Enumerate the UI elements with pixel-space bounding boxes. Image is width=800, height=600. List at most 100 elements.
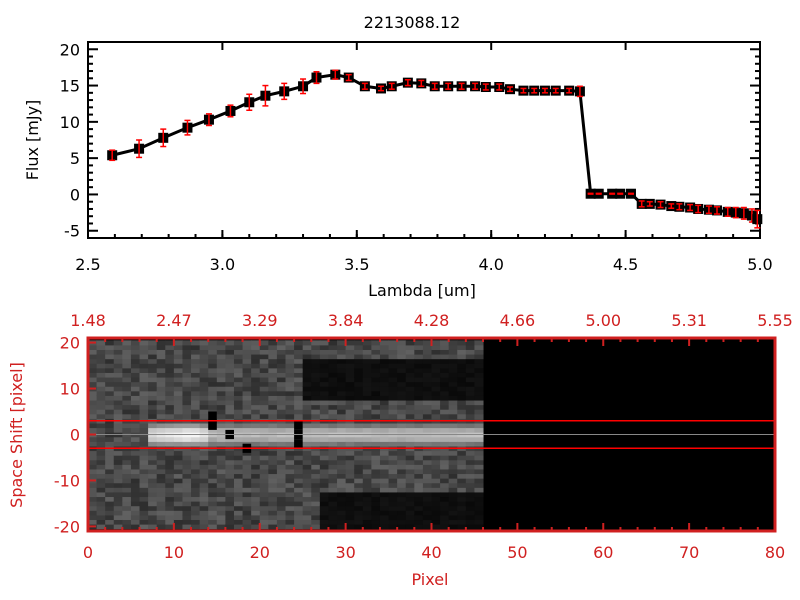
image-cell (165, 505, 175, 511)
image-cell (113, 505, 123, 511)
image-cell (285, 344, 295, 350)
image-cell (474, 344, 484, 350)
image-cell (465, 436, 475, 442)
chart-title: 2213088.12 (364, 13, 461, 32)
image-cell (88, 501, 98, 507)
image-cell (130, 441, 141, 447)
image-cell (259, 363, 269, 369)
image-cell (405, 413, 415, 419)
image-cell (474, 395, 484, 401)
image-cell (173, 349, 183, 355)
image-cell (431, 409, 441, 415)
image-cell (96, 349, 106, 355)
image-cell (431, 519, 441, 525)
image-cell (431, 340, 441, 346)
image-cell (122, 501, 132, 507)
image-cell (354, 510, 364, 516)
image-cell (105, 358, 115, 364)
image-cell (440, 381, 450, 387)
image-cell (173, 427, 183, 433)
image-cell (319, 340, 329, 346)
image-cell (88, 381, 98, 387)
image-cell (414, 349, 424, 355)
image-cell (208, 354, 218, 360)
image-cell (251, 423, 261, 429)
image-cell (474, 358, 484, 364)
image-cell (199, 496, 209, 502)
image-cell (173, 423, 183, 429)
image-cell (122, 354, 132, 360)
image-cell (388, 455, 398, 461)
image-cell (354, 377, 364, 383)
image-cell (233, 455, 244, 461)
image-cell (388, 404, 398, 410)
image-cell (191, 367, 201, 373)
image-cell (354, 501, 364, 507)
image-cell (285, 390, 295, 396)
image-cell (173, 386, 183, 392)
image-cell (96, 400, 106, 406)
image-cell (191, 400, 201, 406)
image-cell (139, 372, 149, 378)
image-cell (251, 473, 261, 479)
image-cell (397, 404, 407, 410)
image-cell (216, 363, 226, 369)
image-cell (285, 473, 295, 479)
image-cell (216, 381, 226, 387)
image-cell (311, 491, 321, 498)
bottom-x-axis-label: Pixel (411, 570, 448, 589)
image-cell (440, 423, 450, 429)
image-cell (182, 395, 192, 401)
image-cell (148, 377, 158, 383)
image-cell (414, 473, 424, 479)
image-cell (276, 381, 287, 387)
image-cell (328, 501, 338, 507)
image-cell (233, 473, 244, 479)
top-wavelength-tick-label: 1.48 (70, 311, 106, 330)
image-cell (199, 372, 209, 378)
image-cell (165, 372, 175, 378)
image-cell (173, 473, 183, 479)
image-cell (139, 409, 149, 415)
image-cell (397, 478, 407, 484)
image-cell (405, 464, 415, 470)
image-cell (319, 491, 329, 498)
image-cell (337, 459, 347, 465)
image-cell (182, 349, 192, 355)
image-cell (397, 436, 407, 442)
image-cell (156, 427, 166, 433)
image-cell (337, 340, 347, 346)
image-cell (311, 386, 321, 392)
image-cell (405, 505, 415, 511)
image-cell (96, 372, 106, 378)
image-cell (285, 459, 295, 465)
image-cell (96, 487, 106, 493)
image-cell (148, 459, 158, 465)
image-cell (165, 496, 175, 502)
image-cell (259, 524, 269, 530)
image-cell (319, 386, 329, 392)
image-cell (208, 505, 218, 511)
image-cell (465, 478, 475, 484)
image-cell (122, 377, 132, 383)
top-wavelength-tick-label: 5.55 (757, 311, 793, 330)
image-cell (431, 381, 441, 387)
image-cell (88, 404, 98, 410)
image-cell (242, 455, 252, 461)
image-cell (294, 363, 304, 369)
image-cell (302, 505, 312, 511)
image-cell (440, 487, 450, 493)
image-cell (225, 390, 235, 396)
image-cell (191, 404, 201, 410)
image-cell (165, 423, 175, 429)
image-cell (113, 519, 123, 525)
image-cell (285, 478, 295, 484)
x-tick-label: 3.5 (344, 255, 369, 274)
image-cell (156, 423, 166, 429)
bad-pixel (294, 420, 303, 430)
image-cell (139, 482, 149, 488)
image-cell (422, 436, 432, 442)
image-cell (362, 423, 372, 429)
image-cell (345, 344, 355, 350)
image-cell (113, 395, 123, 401)
